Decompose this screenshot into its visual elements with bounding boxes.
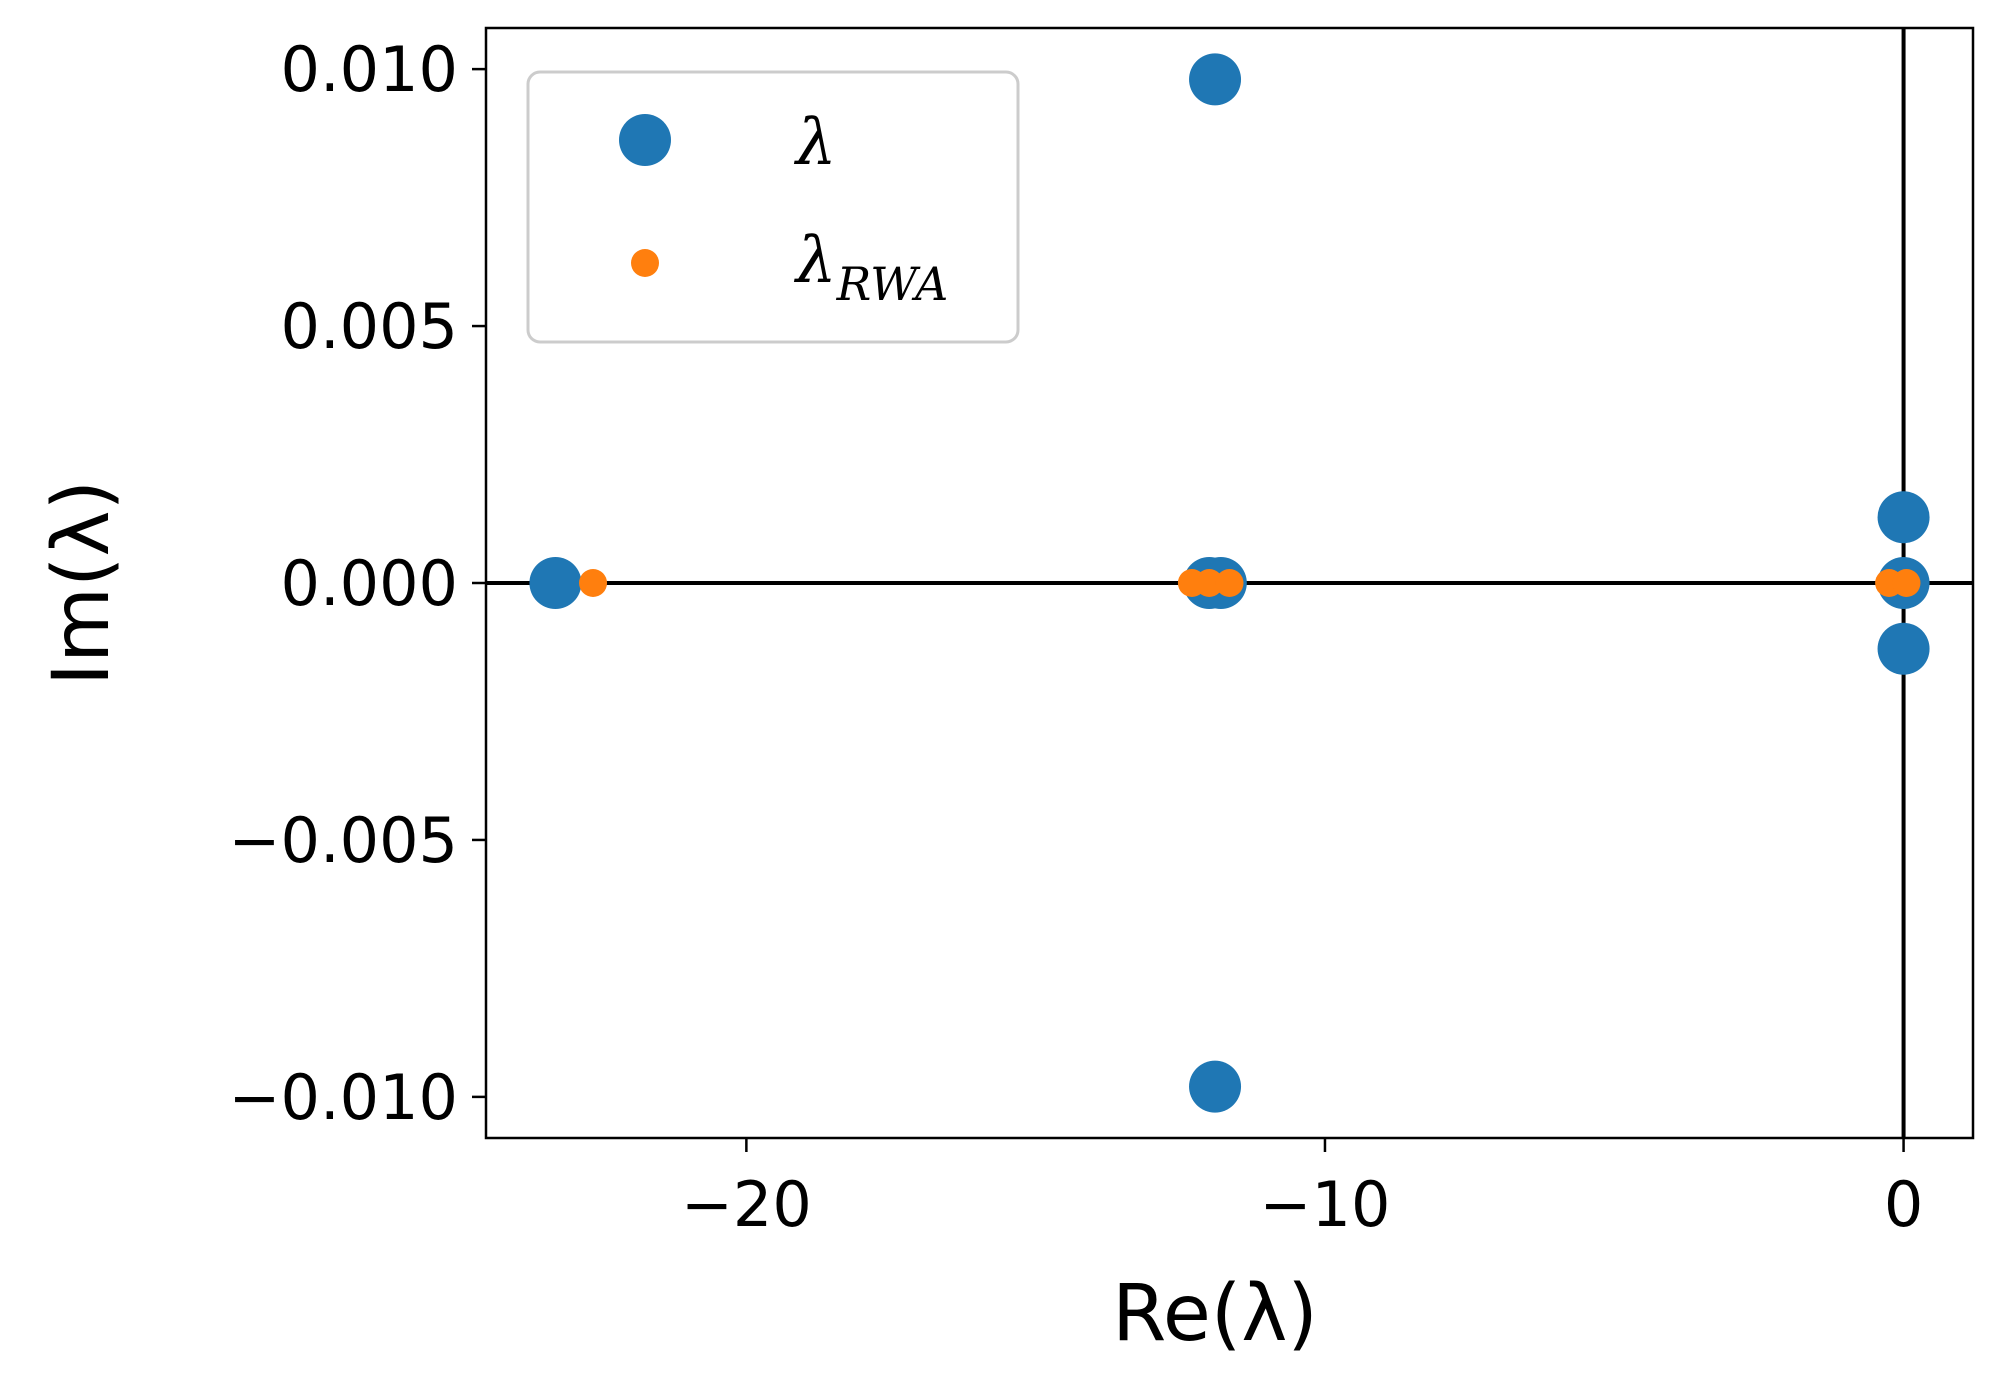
- point-series-0-5: [1877, 491, 1930, 544]
- point-series-1-5: [1892, 569, 1921, 597]
- legend-label-lambda-rwa-sub: RWA: [836, 257, 949, 311]
- legend-label-lambda: λ: [793, 106, 837, 180]
- point-series-1-2: [1195, 569, 1224, 597]
- y-tick-label: −0.010: [229, 1061, 458, 1134]
- point-series-1-3: [1215, 569, 1244, 597]
- point-series-0-2: [1189, 1060, 1242, 1113]
- x-axis-ticks: −20 −10 0: [681, 1138, 1923, 1241]
- y-tick-label: 0.010: [281, 33, 459, 106]
- legend: λ λRWA: [526, 70, 1020, 344]
- y-tick-label: 0.000: [281, 547, 459, 620]
- x-tick-label: 0: [1884, 1168, 1923, 1241]
- x-axis-label: Re(λ): [1112, 1269, 1318, 1359]
- point-series-1-0: [579, 569, 608, 597]
- legend-label-lambda-rwa: λRWA: [793, 224, 948, 311]
- legend-marker-lambda-rwa: [631, 249, 659, 277]
- legend-marker-lambda: [619, 114, 671, 166]
- y-tick-label: 0.005: [281, 290, 459, 363]
- x-tick-label: −20: [681, 1168, 812, 1241]
- point-series-0-0: [529, 557, 582, 609]
- x-tick-label: −10: [1260, 1168, 1391, 1241]
- y-axis-label: Im(λ): [37, 480, 127, 686]
- y-tick-label: −0.005: [229, 804, 458, 877]
- point-series-0-7: [1877, 622, 1930, 675]
- point-series-0-1: [1189, 53, 1242, 106]
- legend-label-lambda-rwa-main: λ: [793, 224, 837, 298]
- data-points: [529, 53, 1930, 1113]
- y-axis-ticks: 0.010 0.005 0.000 −0.005 −0.010: [229, 33, 486, 1134]
